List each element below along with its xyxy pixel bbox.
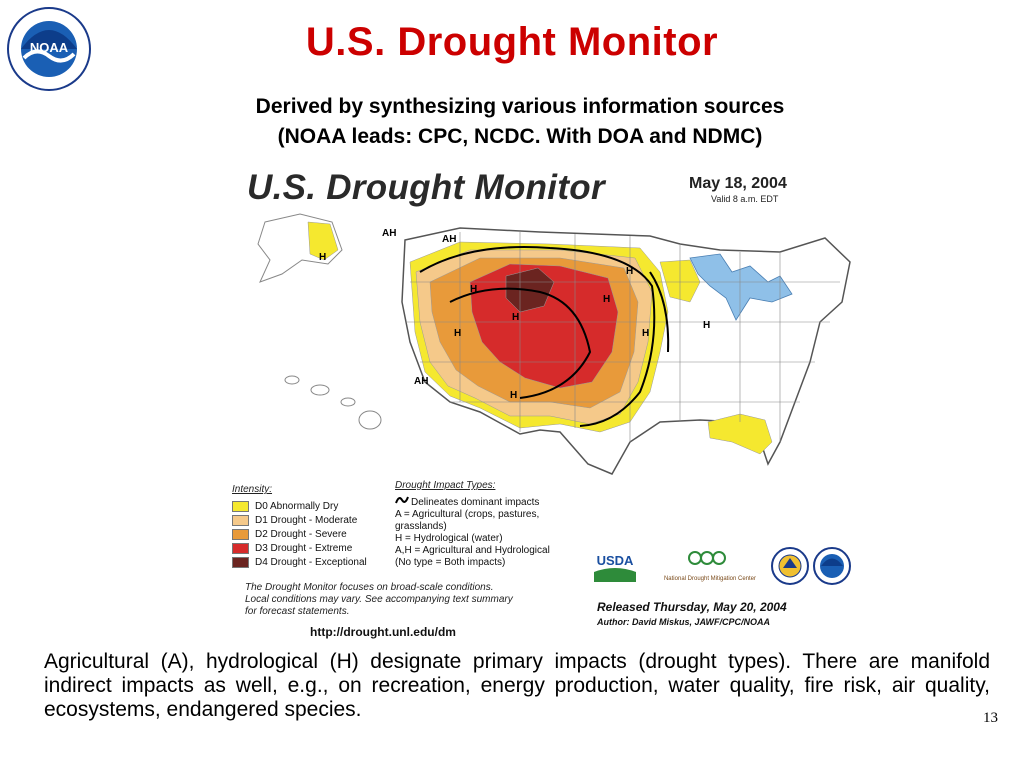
swatch-d2 (232, 528, 249, 540)
legend-label-d2: D2 Drought - Severe (255, 528, 347, 540)
legend-label-d3: D3 Drought - Extreme (255, 542, 353, 554)
label-ah-california: AH (414, 376, 428, 387)
drought-map: AH AH AH H H H H H H H H H (257, 213, 851, 475)
label-ah-northwest: AH (382, 228, 396, 239)
alaska-d0-area (307, 221, 339, 261)
legend-label-d0: D0 Abnormally Dry (255, 500, 339, 512)
swatch-d0 (232, 500, 249, 512)
conditions-note: The Drought Monitor focuses on broad-sca… (245, 582, 565, 618)
map-title: U.S. Drought Monitor (247, 168, 605, 207)
note-line-0: The Drought Monitor focuses on broad-sca… (245, 582, 494, 593)
legend-item-d0: D0 Abnormally Dry (232, 499, 402, 513)
drought-url: http://drought.unl.edu/dm (310, 625, 456, 639)
slide-title: U.S. Drought Monitor (305, 20, 719, 64)
subtitle-line-2: (NOAA leads: CPC, NCDC. With DOA and NDM… (277, 125, 763, 148)
map-date: May 18, 2004 (689, 175, 787, 192)
legend-item-d2: D2 Drought - Severe (232, 527, 402, 541)
commerce-seal (771, 547, 809, 585)
legend-item-d3: D3 Drought - Extreme (232, 541, 402, 555)
note-line-1: Local conditions may vary. See accompany… (245, 594, 513, 605)
impact-line-0: Delineates dominant impacts (411, 497, 540, 508)
noaa-seal (813, 547, 851, 585)
ndmc-logo-text: National Drought Mitigation Center (664, 576, 756, 582)
body-text: Agricultural (A), hydrological (H) desig… (44, 650, 990, 721)
swatch-d1 (232, 514, 249, 526)
label-h-2: H (603, 294, 610, 305)
legend-item-d1: D1 Drought - Moderate (232, 513, 402, 527)
subtitle-line-1: Derived by synthesizing various informat… (255, 95, 785, 118)
ndmc-logo: National Drought Mitigation Center (664, 551, 756, 582)
label-h-1: H (626, 266, 633, 277)
map-valid-time: Valid 8 a.m. EDT (711, 194, 779, 204)
d0-area-southeast (707, 413, 773, 455)
label-h-3: H (703, 320, 710, 331)
noaa-logo: NOAA (7, 7, 91, 91)
legend-item-d4: D4 Drought - Exceptional (232, 555, 402, 569)
map-author: Author: David Miskus, JAWF/CPC/NOAA (597, 617, 771, 627)
impact-line-5: (No type = Both impacts) (395, 557, 506, 568)
page-number: 13 (983, 710, 998, 726)
label-ah-montana: AH (442, 234, 456, 245)
swatch-d4 (232, 556, 249, 568)
label-h-alaska: H (319, 252, 326, 263)
label-h-7: H (510, 390, 517, 401)
usda-logo: USDA (594, 553, 636, 582)
impact-line-1: A = Agricultural (crops, pastures, (395, 509, 540, 520)
swatch-d3 (232, 542, 249, 554)
impact-line-boundary: Delineates dominant impacts (395, 495, 595, 509)
state-borders (406, 232, 840, 442)
impact-legend: Drought Impact Types: Delineates dominan… (395, 480, 595, 569)
intensity-legend: Intensity: D0 Abnormally Dry D1 Drought … (232, 484, 402, 569)
impact-line-4: A,H = Agricultural and Hydrological (395, 545, 550, 556)
usda-logo-text: USDA (597, 553, 634, 568)
release-date: Released Thursday, May 20, 2004 (597, 600, 787, 614)
impact-boundaries (419, 246, 670, 427)
partner-logos: USDA National Drought Mitigation Center (580, 542, 855, 592)
label-h-8: H (470, 284, 477, 295)
noaa-logo-text: NOAA (30, 40, 69, 55)
hawaii-islands (284, 375, 382, 430)
label-h-5: H (512, 312, 519, 323)
intensity-heading: Intensity: (232, 484, 273, 495)
label-h-6: H (454, 328, 461, 339)
drought-monitor-figure: U.S. Drought Monitor May 18, 2004 Valid … (220, 162, 860, 642)
label-h-4: H (642, 328, 649, 339)
impact-heading: Drought Impact Types: (395, 480, 496, 491)
impact-line-2: grasslands) (395, 521, 447, 532)
legend-label-d1: D1 Drought - Moderate (255, 514, 358, 526)
legend-label-d4: D4 Drought - Exceptional (255, 556, 367, 568)
great-lakes (689, 253, 793, 321)
note-line-2: for forecast statements. (245, 606, 350, 617)
impact-line-3: H = Hydrological (water) (395, 533, 503, 544)
boundary-curve-icon (395, 496, 409, 504)
